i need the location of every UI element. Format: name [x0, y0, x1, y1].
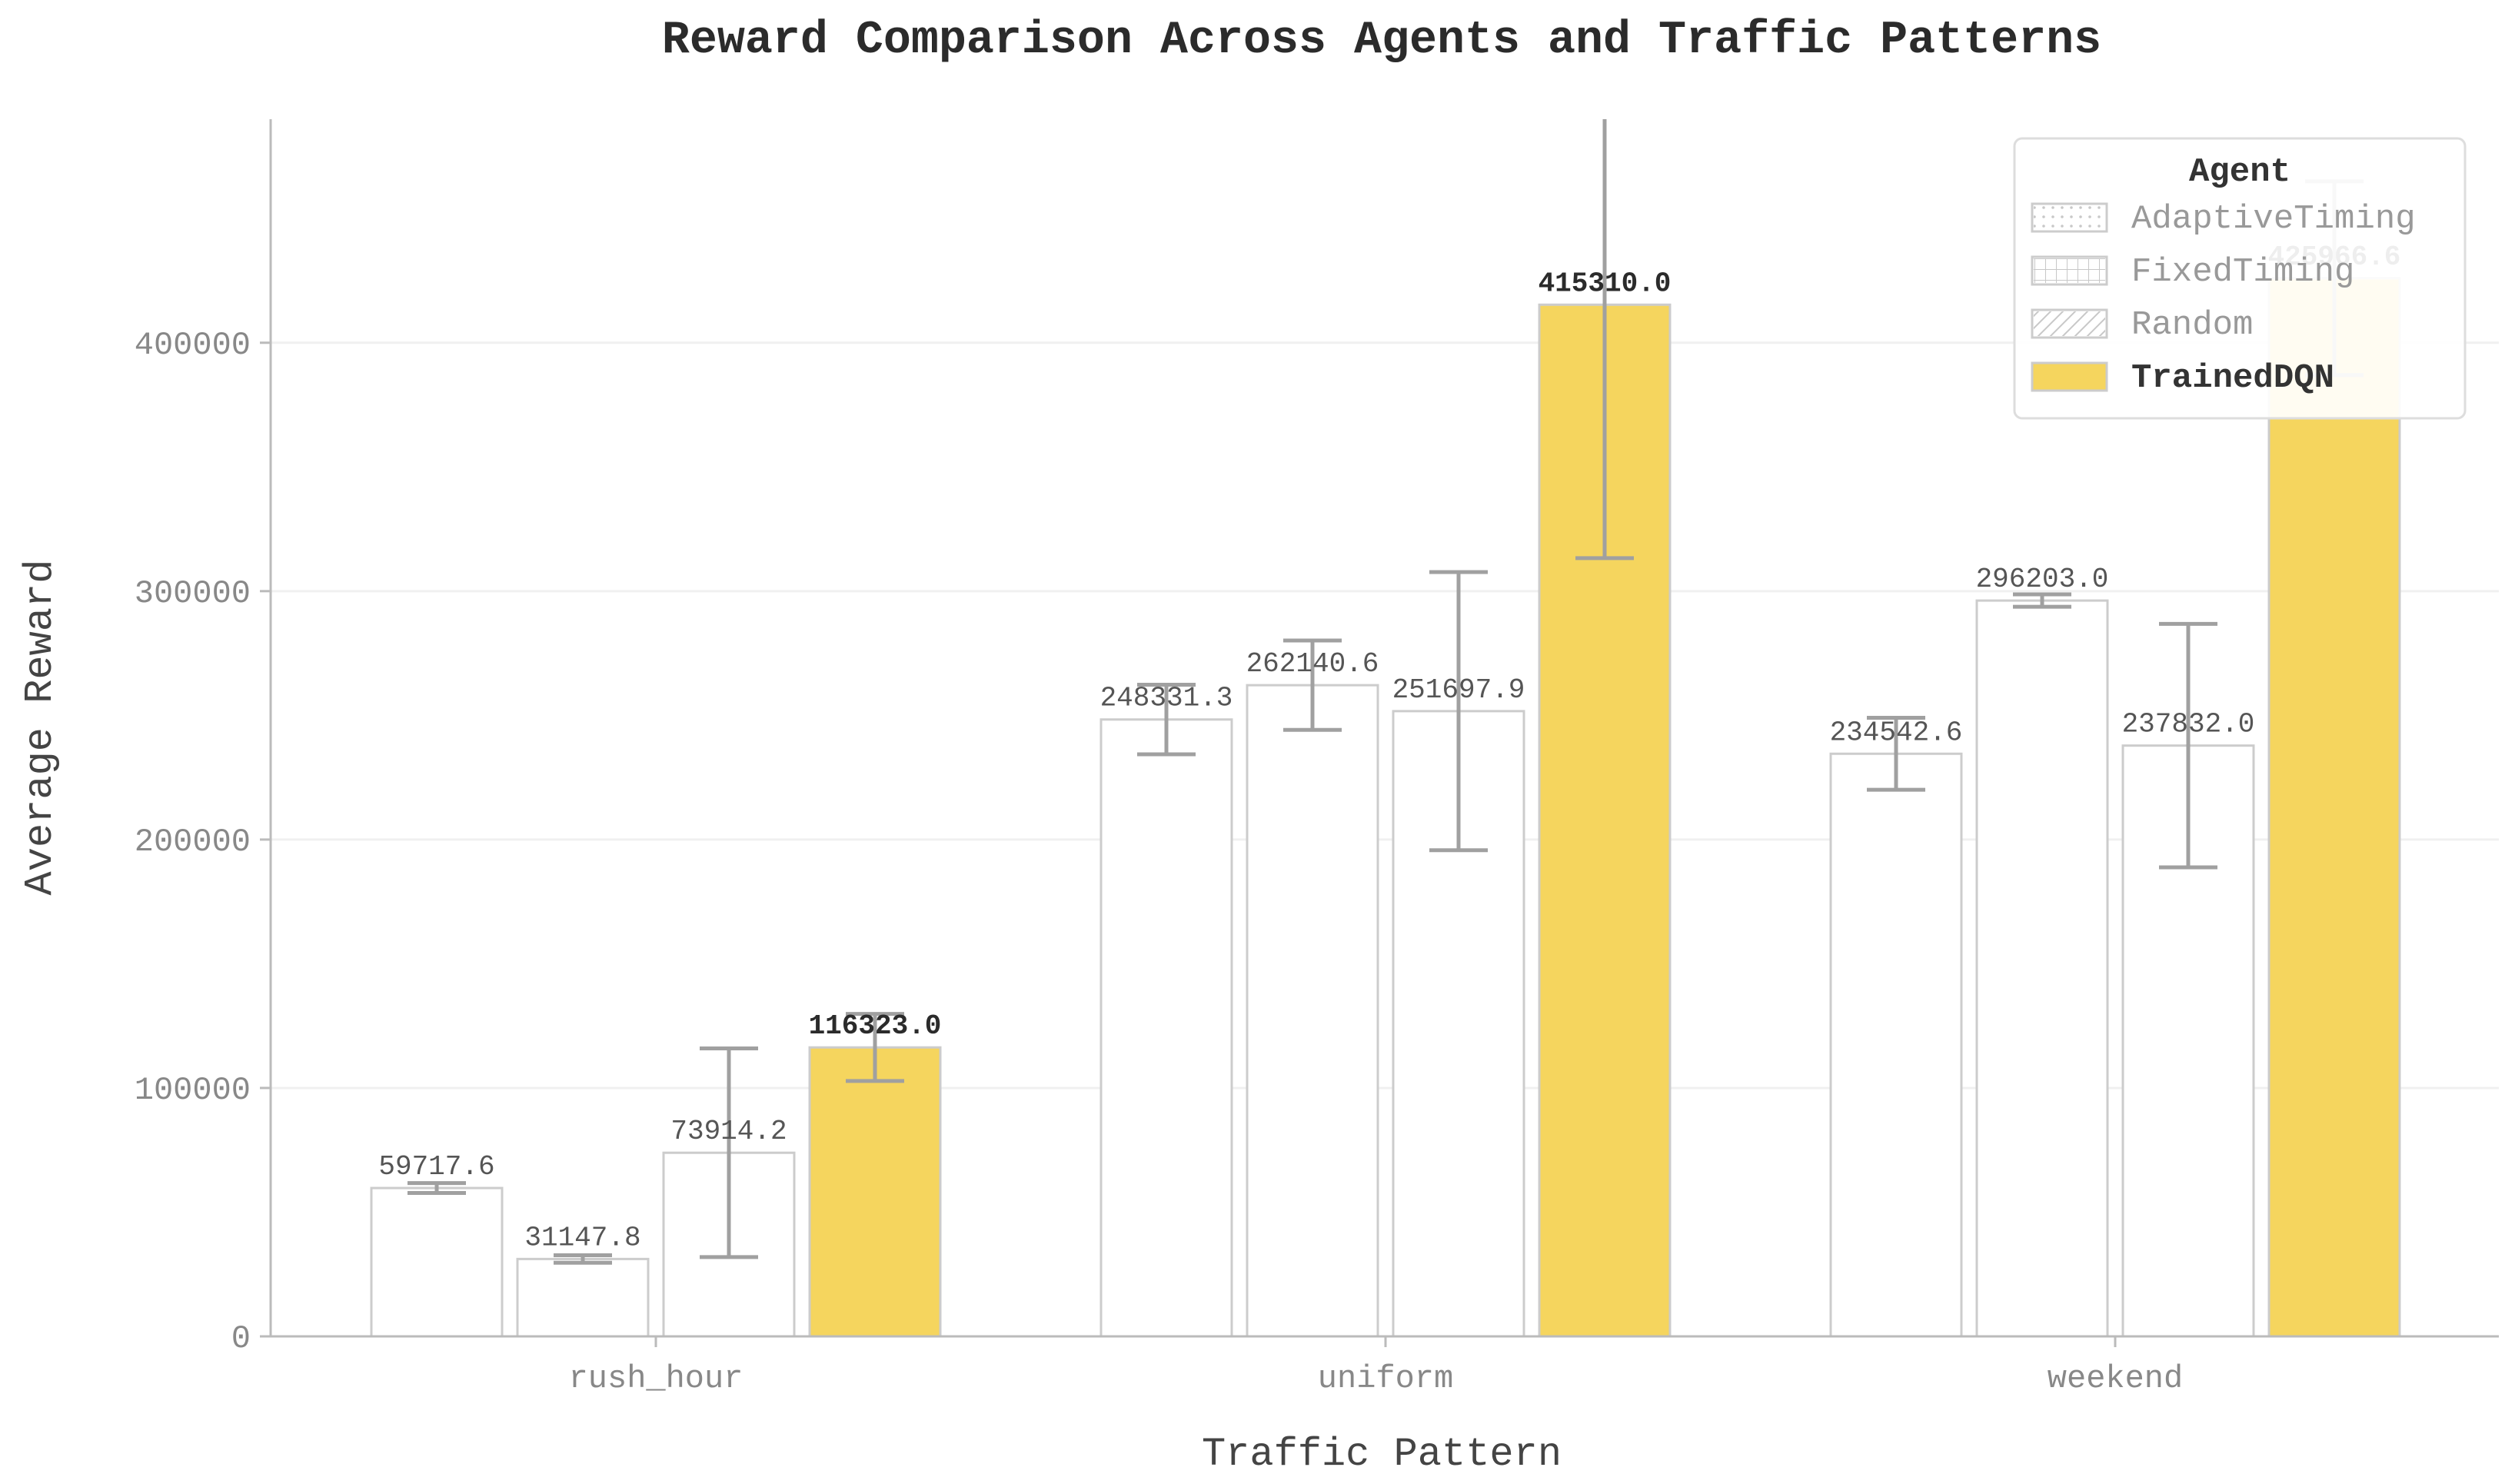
legend-label: TrainedDQN	[2131, 359, 2334, 398]
x-tick-label: rush_hour	[569, 1360, 744, 1397]
data-label: 31147.8	[524, 1222, 640, 1253]
legend-item: AdaptiveTiming	[2031, 200, 2416, 238]
bar-FixedTiming-uniform	[1246, 684, 1379, 1338]
error-bar	[1429, 570, 1488, 853]
y-tick-label: 400000	[135, 327, 251, 364]
y-tick-label: 200000	[135, 824, 251, 860]
data-label: 234542.6	[1830, 717, 1963, 748]
error-bars	[408, 119, 2364, 1265]
x-axis-label: Traffic Pattern	[1202, 1432, 1562, 1477]
legend-box	[2013, 137, 2467, 420]
bar-TrainedDQN-weekend	[2267, 277, 2401, 1338]
bars	[370, 277, 2401, 1338]
y-tick-label: 0	[231, 1320, 251, 1357]
error-bar	[2159, 621, 2217, 870]
error-bar	[1283, 638, 1342, 732]
data-label: 237832.0	[2122, 709, 2255, 740]
bar-TrainedDQN-rush_hour	[808, 1046, 942, 1338]
legend-swatch	[2031, 361, 2108, 392]
y-tick-label: 300000	[135, 575, 251, 612]
bar-AdaptiveTiming-uniform	[1099, 718, 1233, 1338]
data-label: 262140.6	[1246, 648, 1379, 680]
legend-label: AdaptiveTiming	[2131, 200, 2416, 238]
data-label: 251697.9	[1392, 674, 1525, 706]
legend-item: Random	[2031, 306, 2253, 344]
bar-FixedTiming-rush_hour	[516, 1257, 650, 1338]
bar-AdaptiveTiming-weekend	[1829, 752, 1963, 1338]
error-bar	[1867, 715, 1925, 792]
legend-item: TrainedDQN	[2031, 359, 2334, 398]
legend: Agent AdaptiveTiming FixedTiming Random Tra…	[2013, 137, 2467, 420]
error-bar	[1137, 683, 1196, 757]
y-axis-label: Average Reward	[18, 560, 63, 896]
bar-AdaptiveTiming-rush_hour	[370, 1186, 504, 1338]
y-tick-label: 100000	[135, 1072, 251, 1109]
error-bar	[554, 1253, 612, 1265]
error-bar	[408, 1181, 466, 1196]
error-bar	[2013, 592, 2071, 609]
data-label: 296203.0	[1976, 564, 2109, 595]
bar-FixedTiming-weekend	[1975, 599, 2109, 1338]
legend-item: FixedTiming	[2031, 253, 2354, 291]
data-label: 73914.2	[670, 1116, 787, 1147]
error-bar	[1575, 119, 1634, 561]
y-tick-labels: 0 100000 200000 300000 400000	[135, 327, 271, 1357]
data-label: 116323.0	[809, 1010, 942, 1042]
legend-label: Random	[2131, 306, 2253, 344]
legend-title: Agent	[2189, 153, 2290, 191]
data-label: 248331.3	[1100, 683, 1233, 714]
x-tick-labels: rush_hour uniform weekend	[569, 1336, 2183, 1397]
legend-label: FixedTiming	[2131, 253, 2354, 291]
error-bar	[846, 1012, 904, 1083]
x-tick-label: weekend	[2048, 1360, 2183, 1397]
data-label: 59717.6	[378, 1151, 494, 1183]
x-tick-label: uniform	[1318, 1360, 1453, 1397]
error-bar	[700, 1046, 758, 1259]
chart-title: Reward Comparison Across Agents and Traf…	[662, 15, 2101, 67]
data-label: 415310.0	[1539, 268, 1672, 299]
